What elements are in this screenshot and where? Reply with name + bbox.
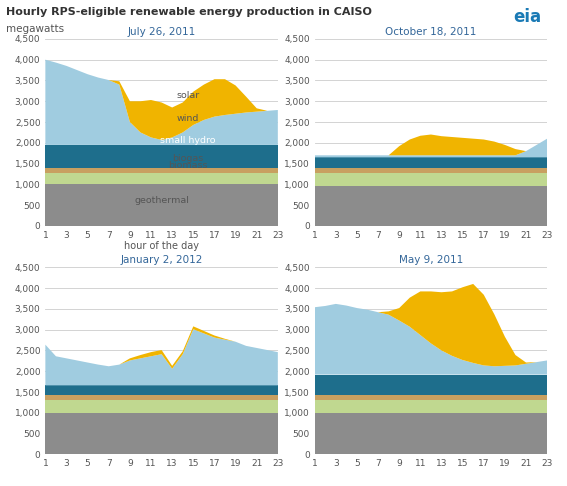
Text: wind: wind (177, 114, 199, 123)
Title: July 26, 2011: July 26, 2011 (128, 27, 196, 37)
Text: eia: eia (513, 8, 541, 26)
Title: May 9, 2011: May 9, 2011 (399, 255, 463, 265)
Text: geothermal: geothermal (134, 196, 189, 205)
Title: October 18, 2011: October 18, 2011 (385, 27, 477, 37)
Text: Hourly RPS-eligible renewable energy production in CAISO: Hourly RPS-eligible renewable energy pro… (6, 7, 371, 17)
Text: small hydro: small hydro (160, 136, 216, 145)
X-axis label: hour of the day: hour of the day (124, 241, 199, 251)
Text: biogas: biogas (172, 154, 204, 163)
Text: solar: solar (176, 90, 200, 100)
Title: January 2, 2012: January 2, 2012 (120, 255, 203, 265)
Text: biomass: biomass (168, 161, 208, 170)
Text: megawatts: megawatts (6, 24, 64, 35)
